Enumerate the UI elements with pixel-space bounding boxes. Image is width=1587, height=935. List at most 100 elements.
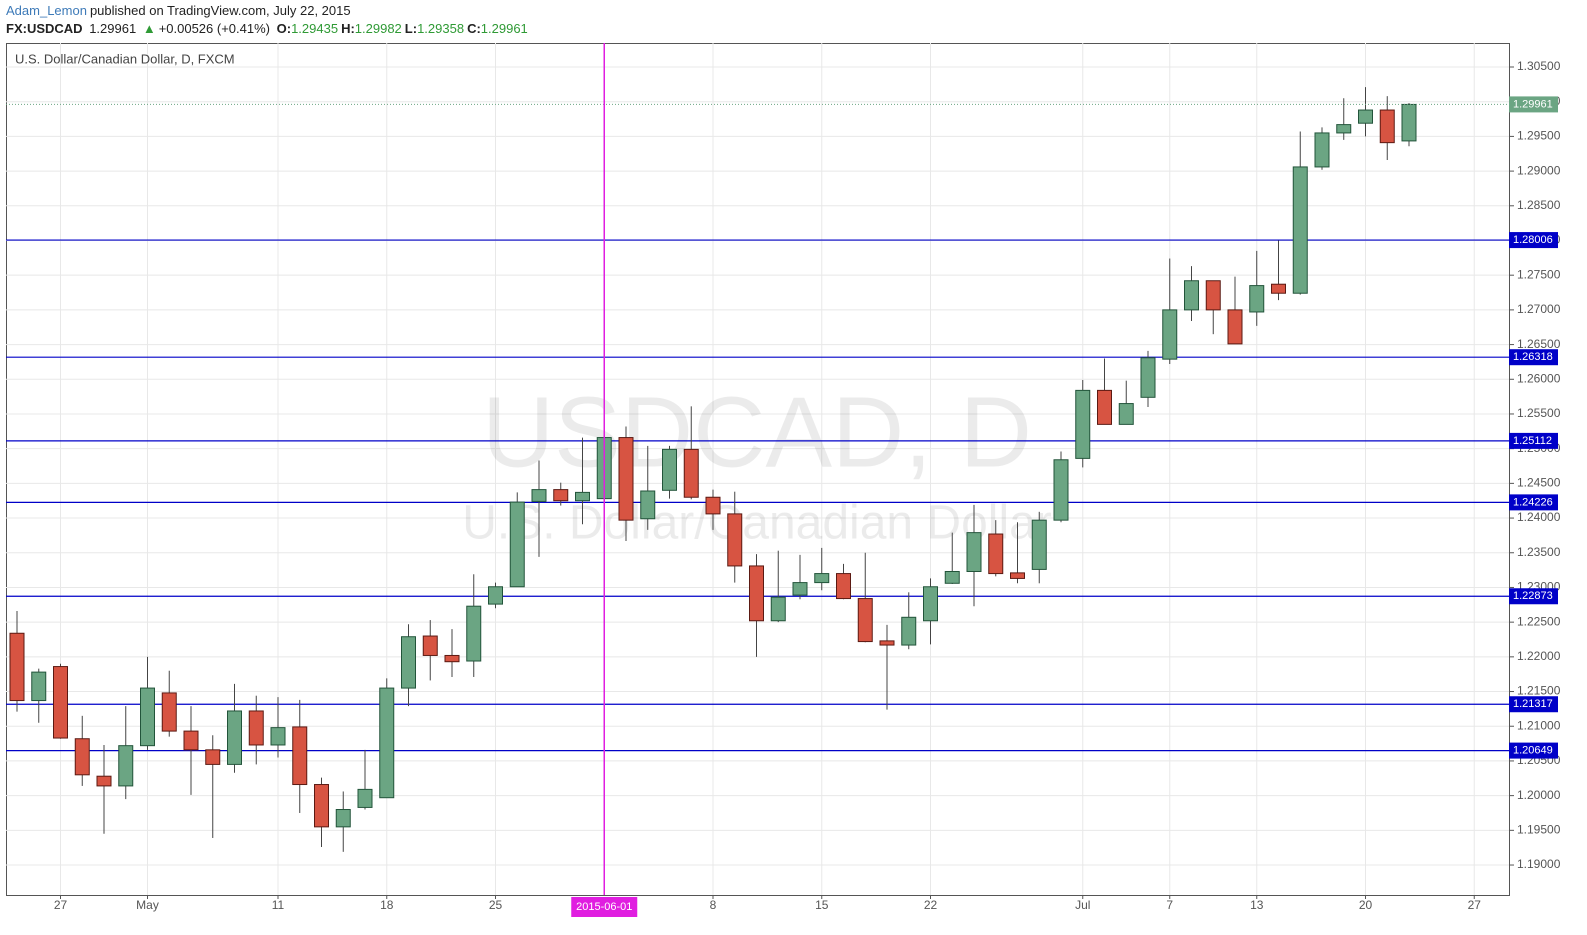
candle-body xyxy=(879,640,895,646)
ohlc-label: O: xyxy=(276,21,292,36)
price-tag-bg xyxy=(1509,742,1558,759)
candle-body xyxy=(270,727,286,746)
price-tag-bg xyxy=(1509,494,1558,511)
candle-body xyxy=(727,513,743,567)
candle-body xyxy=(466,605,482,662)
candle-body xyxy=(1249,285,1265,313)
x-tick-label: 20 xyxy=(1359,898,1373,912)
candle-body xyxy=(1010,572,1025,579)
candle-body xyxy=(944,570,960,584)
y-tick-label: 1.22500 xyxy=(1517,614,1561,628)
candle-body xyxy=(118,745,134,787)
x-tick-label: 25 xyxy=(489,898,503,912)
candle-body xyxy=(1162,309,1178,360)
quote-line: FX:USDCAD 1.29961 ▲ +0.00526 (+0.41%) O:1… xyxy=(6,21,534,36)
x-tick-label: 27 xyxy=(1468,898,1482,912)
candle-body xyxy=(770,596,786,622)
candle-body xyxy=(1205,280,1221,311)
price-tag: 1.21317 xyxy=(1513,698,1553,710)
ohlc-value: 1.29358 xyxy=(417,21,465,36)
candle-body xyxy=(357,788,373,808)
candle-body xyxy=(1358,109,1373,124)
x-tick-label: Jul xyxy=(1075,898,1090,912)
symbol: FX:USDCAD xyxy=(6,21,83,36)
price-tag-bg xyxy=(1509,232,1558,249)
ohlc-value: 1.29982 xyxy=(354,21,402,36)
y-tick-label: 1.22000 xyxy=(1517,649,1561,663)
candle-body xyxy=(553,489,569,502)
y-tick-label: 1.29500 xyxy=(1517,129,1561,143)
y-tick-label: 1.23500 xyxy=(1517,545,1561,559)
y-tick-label: 1.26000 xyxy=(1517,371,1561,385)
candle-body xyxy=(1031,519,1047,570)
change-arrow: ▲ xyxy=(142,21,156,36)
y-tick-label: 1.20000 xyxy=(1517,788,1561,802)
candle-body xyxy=(1271,283,1286,294)
candle-body xyxy=(683,448,699,498)
price-tag-bg xyxy=(1509,432,1558,449)
y-tick-label: 1.24500 xyxy=(1517,476,1561,490)
watermark: USDCAD, D xyxy=(482,376,1032,488)
y-tick-label: 1.24000 xyxy=(1517,510,1561,524)
candle-body xyxy=(205,749,221,765)
y-tick-label: 1.19500 xyxy=(1517,822,1561,836)
candle-body xyxy=(792,582,808,596)
candle-body xyxy=(401,636,416,689)
publish-line: Adam_Lemon published on TradingView.com, … xyxy=(6,3,354,18)
y-tick-label: 1.26500 xyxy=(1517,337,1561,351)
candle-body xyxy=(9,632,25,702)
price-tag: 1.24226 xyxy=(1513,496,1553,508)
price-tag: 1.28006 xyxy=(1513,234,1553,246)
x-tick-label: 22 xyxy=(924,898,938,912)
published: published on TradingView.com, July 22, 2… xyxy=(89,3,351,18)
candle-body xyxy=(923,586,938,622)
candle-body xyxy=(314,784,329,828)
candle-body xyxy=(488,586,503,605)
candle-body xyxy=(640,490,656,520)
candle-body xyxy=(509,501,525,588)
price-tag-bg xyxy=(1509,588,1558,605)
price-tag-bg xyxy=(1509,349,1558,366)
crosshair-label: 2015-06-01 xyxy=(576,901,632,913)
candle-body xyxy=(1292,166,1308,294)
ohlc-label: H: xyxy=(341,21,355,36)
candle-body xyxy=(901,616,917,646)
candle-body xyxy=(836,573,851,600)
candle-body xyxy=(183,730,199,751)
candle-body xyxy=(1336,124,1352,134)
candle-body xyxy=(140,687,155,747)
candle-body xyxy=(749,565,764,622)
candle-body xyxy=(292,726,308,786)
y-tick-label: 1.21000 xyxy=(1517,718,1561,732)
ohlc-value: 1.29435 xyxy=(291,21,339,36)
crosshair-label-bg xyxy=(571,897,638,917)
candle-body xyxy=(1314,132,1330,168)
candle-body xyxy=(248,710,264,746)
price-tag-bg xyxy=(1509,96,1558,113)
candle-body xyxy=(618,437,634,521)
y-tick-label: 1.19000 xyxy=(1517,857,1561,871)
x-tick-label: 8 xyxy=(710,898,717,912)
price-tag: 1.25112 xyxy=(1513,435,1552,447)
candle-body xyxy=(1401,103,1417,142)
y-tick-label: 1.21500 xyxy=(1517,684,1561,698)
y-tick-label: 1.27000 xyxy=(1517,302,1561,316)
candle-body xyxy=(1379,109,1395,144)
candle-body xyxy=(444,654,460,663)
author[interactable]: Adam_Lemon xyxy=(6,3,87,18)
price-tag: 1.26318 xyxy=(1513,351,1553,363)
y-tick-label: 1.27500 xyxy=(1517,267,1561,281)
candle-body xyxy=(857,598,873,643)
candle-body xyxy=(988,533,1004,575)
candle-body xyxy=(335,809,351,828)
plot-frame xyxy=(6,43,1510,896)
x-tick-label: 27 xyxy=(54,898,68,912)
change: +0.00526 (+0.41%) xyxy=(158,21,270,36)
candle-body xyxy=(1097,389,1112,425)
x-tick-label: 13 xyxy=(1250,898,1264,912)
candle-body xyxy=(966,532,982,572)
ohlc-label: L: xyxy=(404,21,418,36)
x-tick-label: 15 xyxy=(815,898,829,912)
